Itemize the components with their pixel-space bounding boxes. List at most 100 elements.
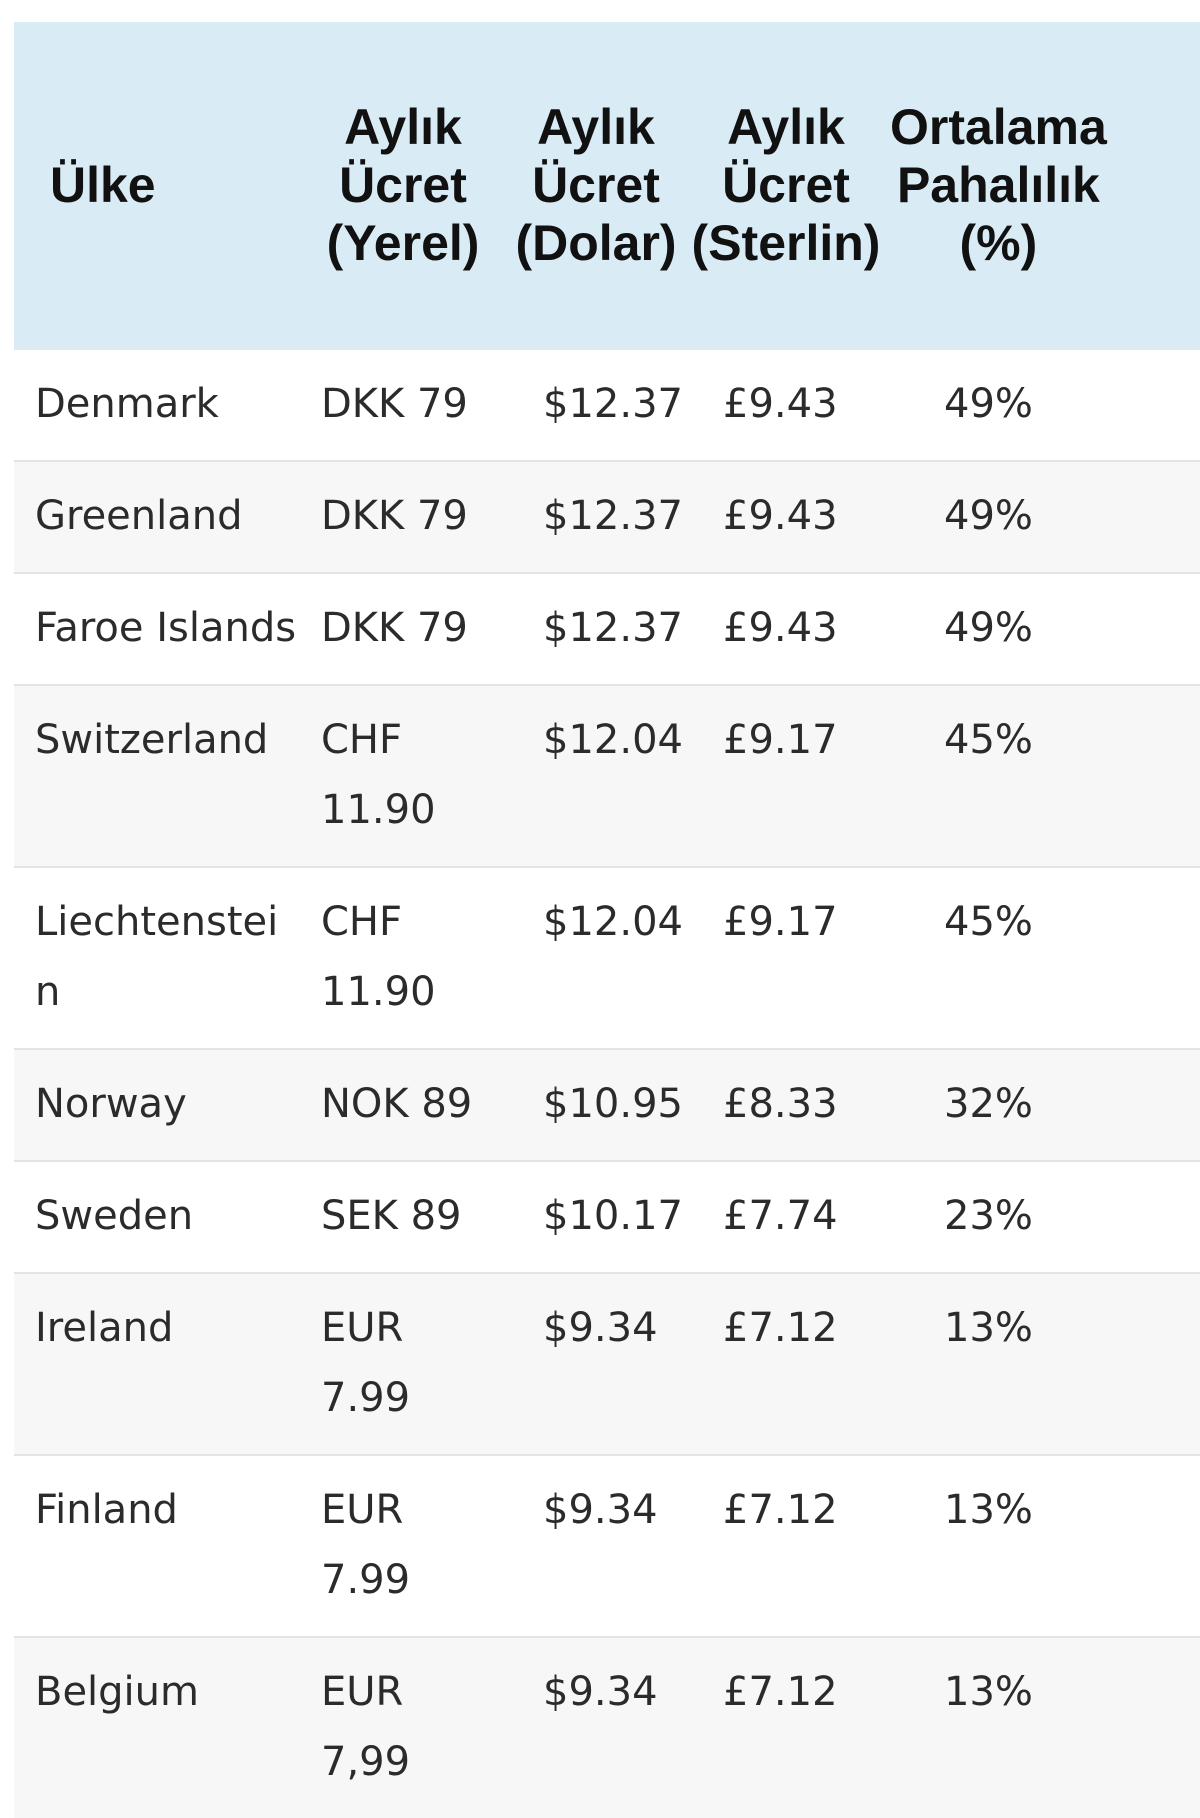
cell-local-price-text: DKK 79 [321, 605, 468, 651]
cell-local-price: NOK 89 [300, 1048, 506, 1161]
table-row: Ireland EUR 7.99 $9.34 £7.12 13% [14, 1272, 1200, 1455]
price-table-container: Ülke Aylık Ücret (Yerel) Aylık Ücret (Do… [14, 22, 1200, 1818]
header-monthly-fee-dollar: Aylık Ücret (Dolar) [506, 22, 686, 350]
cell-sterling-price: £7.12 [686, 1272, 886, 1455]
cell-country-text: Finland [35, 1487, 178, 1533]
table-row: Greenland DKK 79 $12.37 £9.43 49% [14, 460, 1200, 573]
cell-country-text: Faroe Islands [35, 605, 297, 651]
cell-dollar-price: $12.37 [506, 348, 686, 461]
cell-local-price: EUR 7.99 [300, 1454, 506, 1637]
table-row: Faroe Islands DKK 79 $12.37 £9.43 49% [14, 572, 1200, 685]
cell-sterling-price-text: £9.43 [723, 493, 838, 539]
cell-average-percent-text: 23% [944, 1193, 1033, 1239]
cell-sterling-price: £8.33 [686, 1048, 886, 1161]
cell-sterling-price: £7.12 [686, 1454, 886, 1637]
cell-sterling-price: £9.43 [686, 348, 886, 461]
cell-average-percent: 23% [886, 1160, 1200, 1273]
cell-country-text: Ireland [35, 1305, 174, 1351]
cell-dollar-price-text: $9.34 [543, 1669, 658, 1715]
cell-local-price: SEK 89 [300, 1160, 506, 1273]
table-row: Finland EUR 7.99 $9.34 £7.12 13% [14, 1454, 1200, 1637]
cell-local-price: EUR 7,99 [300, 1636, 506, 1818]
cell-dollar-price-text: $12.37 [543, 381, 683, 427]
cell-local-price-text: CHF 11.90 [321, 717, 436, 833]
cell-country: Greenland [14, 460, 300, 573]
cell-average-percent: 45% [886, 866, 1200, 1049]
table-header: Ülke Aylık Ücret (Yerel) Aylık Ücret (Do… [14, 22, 1200, 350]
cell-average-percent-text: 49% [944, 493, 1033, 539]
cell-average-percent-text: 49% [944, 381, 1033, 427]
cell-dollar-price-text: $12.04 [543, 717, 683, 763]
cell-country: Switzerland [14, 684, 300, 867]
cell-dollar-price: $9.34 [506, 1636, 686, 1818]
cell-country-text: Norway [35, 1081, 187, 1127]
cell-country: Ireland [14, 1272, 300, 1455]
cell-country-text: Sweden [35, 1193, 194, 1239]
cell-sterling-price-text: £7.12 [723, 1305, 838, 1351]
cell-local-price-text: DKK 79 [321, 381, 468, 427]
cell-sterling-price-text: £7.12 [723, 1669, 838, 1715]
cell-average-percent-text: 32% [944, 1081, 1033, 1127]
cell-local-price: DKK 79 [300, 460, 506, 573]
cell-average-percent-text: 13% [944, 1305, 1033, 1351]
header-country: Ülke [14, 22, 300, 350]
cell-country: Faroe Islands [14, 572, 300, 685]
cell-dollar-price-text: $9.34 [543, 1305, 658, 1351]
cell-local-price: DKK 79 [300, 348, 506, 461]
cell-sterling-price: £7.74 [686, 1160, 886, 1273]
cell-sterling-price-text: £7.12 [723, 1487, 838, 1533]
cell-country: Liechtenstein [14, 866, 300, 1049]
cell-dollar-price: $12.37 [506, 572, 686, 685]
cell-average-percent-text: 45% [944, 899, 1033, 945]
cell-average-percent: 49% [886, 460, 1200, 573]
cell-average-percent: 49% [886, 348, 1200, 461]
cell-dollar-price: $10.17 [506, 1160, 686, 1273]
cell-average-percent: 13% [886, 1636, 1200, 1818]
cell-average-percent-text: 45% [944, 717, 1033, 763]
cell-sterling-price: £9.43 [686, 572, 886, 685]
cell-local-price-text: EUR 7,99 [321, 1669, 411, 1785]
cell-sterling-price-text: £9.43 [723, 381, 838, 427]
cell-dollar-price-text: $12.37 [543, 493, 683, 539]
cell-local-price-text: CHF 11.90 [321, 899, 436, 1015]
cell-average-percent: 32% [886, 1048, 1200, 1161]
table-row: Liechtenstein CHF 11.90 $12.04 £9.17 45% [14, 866, 1200, 1049]
price-table: Ülke Aylık Ücret (Yerel) Aylık Ücret (Do… [14, 22, 1200, 1818]
cell-sterling-price-text: £8.33 [723, 1081, 838, 1127]
cell-local-price: DKK 79 [300, 572, 506, 685]
cell-average-percent-text: 49% [944, 605, 1033, 651]
cell-dollar-price: $12.04 [506, 684, 686, 867]
cell-country-text: Belgium [35, 1669, 199, 1715]
cell-dollar-price: $9.34 [506, 1454, 686, 1637]
cell-local-price-text: NOK 89 [321, 1081, 473, 1127]
cell-average-percent: 13% [886, 1454, 1200, 1637]
cell-average-percent: 45% [886, 684, 1200, 867]
cell-dollar-price: $10.95 [506, 1048, 686, 1161]
table-row: Sweden SEK 89 $10.17 £7.74 23% [14, 1160, 1200, 1273]
header-row: Ülke Aylık Ücret (Yerel) Aylık Ücret (Do… [14, 22, 1200, 350]
cell-country-text: Liechtenstein [35, 899, 279, 1015]
cell-country-text: Greenland [35, 493, 243, 539]
cell-country: Sweden [14, 1160, 300, 1273]
cell-country-text: Denmark [35, 381, 219, 427]
cell-average-percent-text: 13% [944, 1487, 1033, 1533]
table-row: Switzerland CHF 11.90 $12.04 £9.17 45% [14, 684, 1200, 867]
cell-sterling-price-text: £9.43 [723, 605, 838, 651]
cell-local-price: EUR 7.99 [300, 1272, 506, 1455]
cell-country-text: Switzerland [35, 717, 269, 763]
cell-local-price: CHF 11.90 [300, 866, 506, 1049]
cell-sterling-price: £9.17 [686, 866, 886, 1049]
cell-dollar-price: $9.34 [506, 1272, 686, 1455]
cell-dollar-price-text: $10.95 [543, 1081, 683, 1127]
header-monthly-fee-sterling: Aylık Ücret (Sterlin) [686, 22, 886, 350]
cell-dollar-price-text: $12.37 [543, 605, 683, 651]
cell-sterling-price: £9.17 [686, 684, 886, 867]
cell-average-percent: 13% [886, 1272, 1200, 1455]
cell-sterling-price-text: £7.74 [723, 1193, 838, 1239]
table-body: Denmark DKK 79 $12.37 £9.43 49% Greenland DKK … [14, 348, 1200, 1818]
cell-average-percent: 49% [886, 572, 1200, 685]
header-average-expensiveness: Ortalama Pahalılık (%) [886, 22, 1200, 350]
cell-local-price-text: EUR 7.99 [321, 1305, 411, 1421]
cell-average-percent-text: 13% [944, 1669, 1033, 1715]
cell-local-price-text: EUR 7.99 [321, 1487, 411, 1603]
